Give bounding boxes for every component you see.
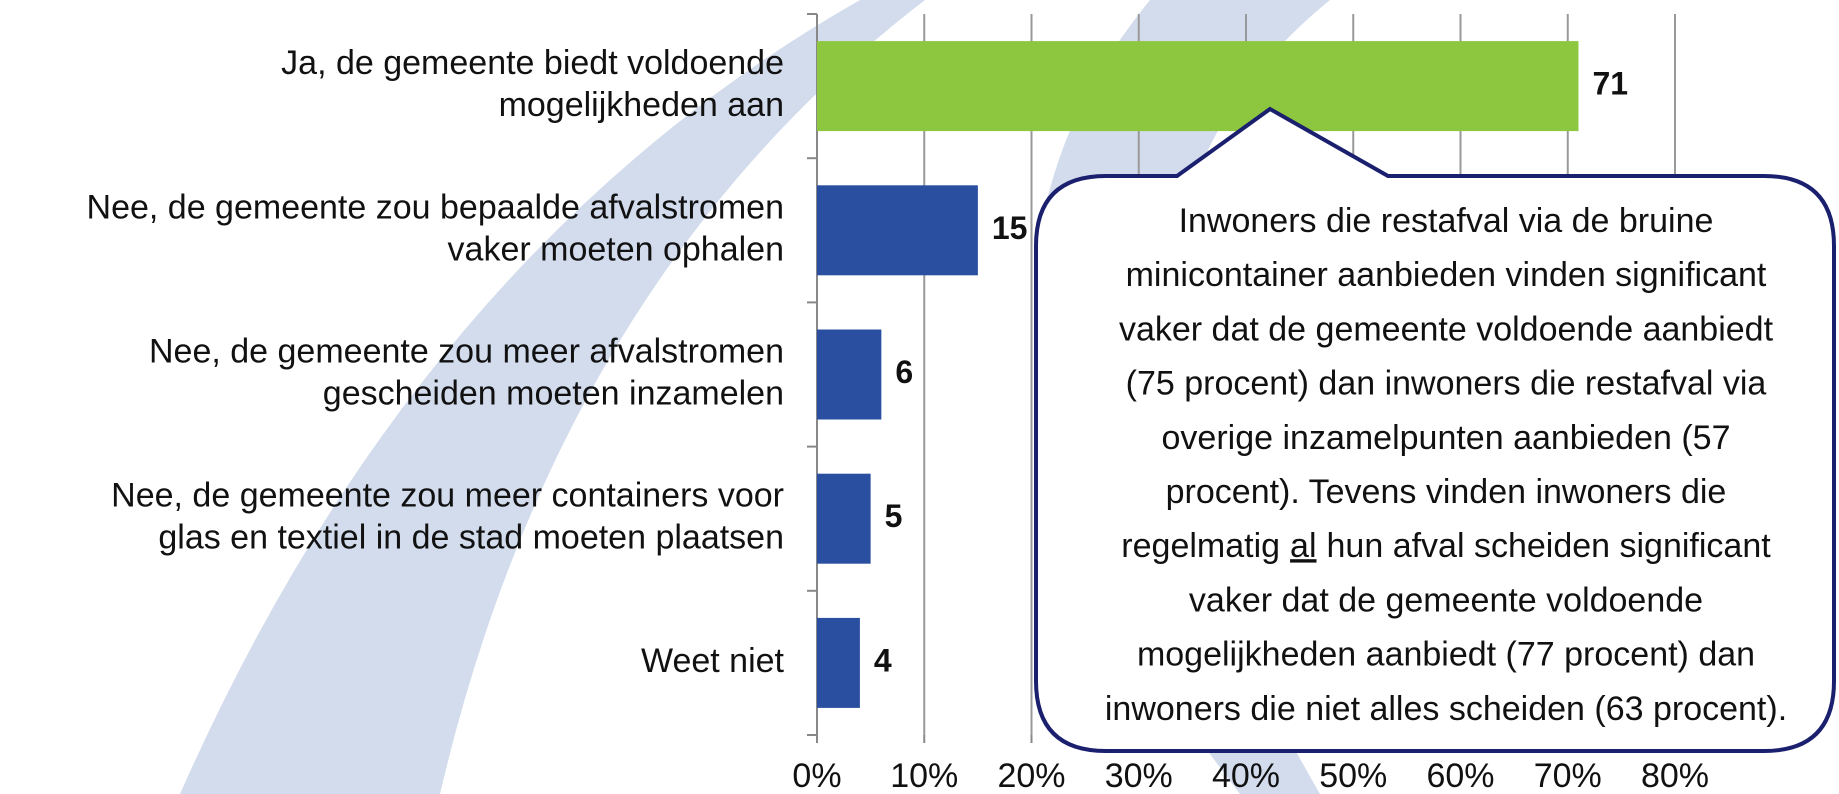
annotation-line: Inwoners die restafval via de bruine — [1179, 202, 1714, 240]
bar — [817, 474, 871, 564]
annotation-part: hun afval scheiden significant — [1327, 527, 1772, 565]
category-label: vaker moeten ophalen — [448, 230, 784, 268]
value-label: 4 — [874, 642, 892, 678]
annotation-line: minicontainer aanbieden vinden significa… — [1126, 256, 1767, 294]
x-tick-label: 80% — [1641, 757, 1709, 794]
annotation-line: mogelijkheden aanbiedt (77 procent) dan — [1137, 636, 1755, 674]
category-label: Weet niet — [641, 642, 785, 680]
annotation-part: regelmatig — [1121, 527, 1280, 565]
category-label: Nee, de gemeente zou meer afvalstromen — [149, 332, 784, 370]
x-tick-label: 10% — [890, 757, 958, 794]
annotation-line: procent). Tevens vinden inwoners die — [1166, 473, 1727, 511]
chart: 0% 10% 20% 30% 40% 50% 60% 70% 80% Ja, de gemeent… — [0, 0, 1839, 794]
bar — [817, 330, 881, 420]
category-label: Nee, de gemeente zou meer containers voo… — [111, 477, 784, 515]
annotation-line: inwoners die niet alles scheiden (63 pro… — [1105, 690, 1787, 728]
bar — [817, 185, 978, 275]
value-label: 5 — [885, 498, 903, 534]
annotation-line: regelmatig al hun afval scheiden significa… — [1121, 527, 1771, 565]
category-label: gescheiden moeten inzamelen — [323, 374, 784, 412]
category-label: glas en textiel in de stad moeten plaats… — [158, 519, 784, 557]
annotation-line: (75 procent) dan inwoners die restafval … — [1126, 365, 1767, 403]
value-label: 15 — [992, 210, 1028, 246]
x-tick-label: 30% — [1105, 757, 1173, 794]
annotation-line: vaker dat de gemeente voldoende aanbiedt — [1119, 310, 1774, 348]
bar — [817, 618, 860, 708]
annotation-line: vaker dat de gemeente voldoende — [1189, 581, 1703, 619]
x-tick-label: 20% — [997, 757, 1065, 794]
category-label: mogelijkheden aan — [499, 86, 784, 124]
value-label: 71 — [1592, 66, 1628, 102]
x-tick-label: 50% — [1319, 757, 1387, 794]
annotation-line: overige inzamelpunten aanbieden (57 — [1162, 419, 1731, 457]
value-label: 6 — [895, 354, 913, 390]
x-tick-label: 70% — [1534, 757, 1602, 794]
bar — [817, 41, 1578, 131]
annotation-part: al — [1290, 527, 1316, 565]
category-label: Ja, de gemeente biedt voldoende — [281, 44, 784, 82]
x-tick-label: 0% — [792, 757, 841, 794]
x-tick-label: 40% — [1212, 757, 1280, 794]
category-label: Nee, de gemeente zou bepaalde afvalstrom… — [87, 188, 784, 226]
x-tick-label: 60% — [1426, 757, 1494, 794]
